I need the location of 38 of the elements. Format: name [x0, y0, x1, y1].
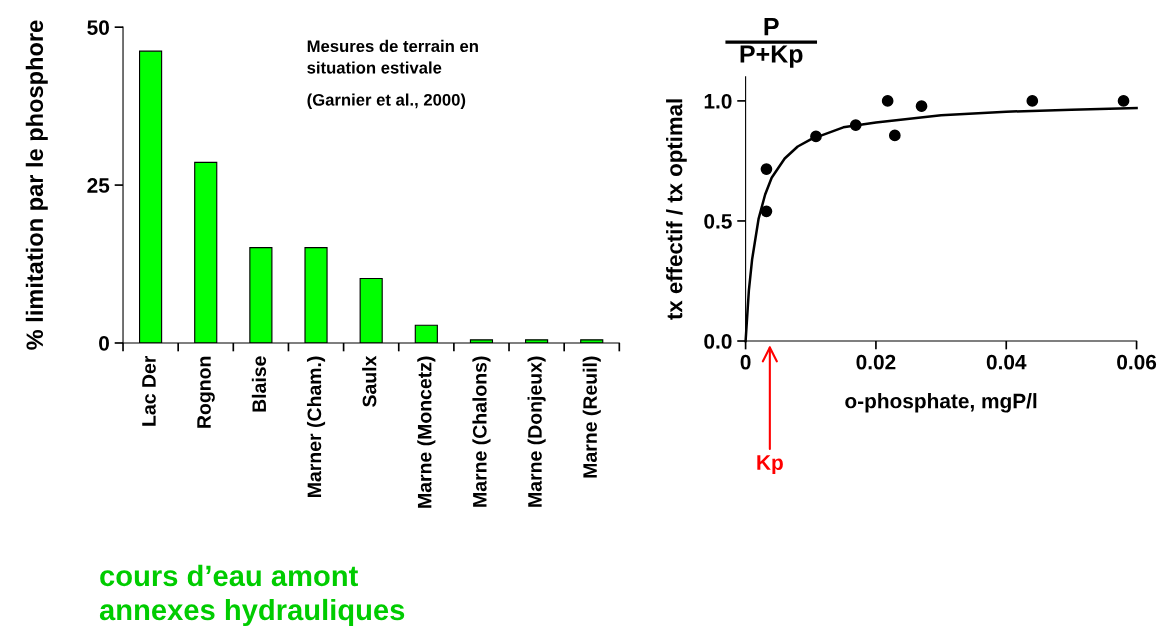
text: P+Kp: [740, 45, 803, 68]
point: [760, 205, 773, 218]
point: [881, 95, 894, 107]
y-tick-label: 0.0: [704, 334, 732, 349]
y-tick-label: 0: [99, 335, 109, 351]
point: [849, 119, 862, 131]
annotation: Mesures de terrain en situation estivale: [307, 39, 478, 74]
x-tick-label: 0.04: [986, 354, 1027, 370]
x-tick-label: 0: [740, 354, 751, 370]
text: Kp: [757, 455, 783, 475]
y-tick-label: 1.0: [704, 93, 732, 109]
x-tick-label: Saulx: [362, 355, 377, 407]
y-tick-label: 0.5: [704, 213, 732, 229]
x-tick-label: Marne (Chalons): [472, 356, 491, 507]
y-tick-label: 50: [87, 20, 109, 35]
x-tick-label: 0.06: [1117, 354, 1157, 370]
x-axis-title: o-phosphate, mgP/l: [845, 393, 1037, 413]
point: [1117, 95, 1130, 107]
annotation: (Garnier et al., 2000): [307, 93, 466, 110]
point: [1026, 95, 1039, 107]
x-tick-label: Marne (Reuil): [582, 356, 601, 478]
text: P: [764, 17, 779, 36]
x-tick-label: Rognon: [197, 356, 215, 428]
text: annexes hydrauliques: [99, 598, 405, 627]
text: cours d’eau amont: [100, 564, 358, 587]
point: [888, 129, 901, 142]
y-axis-title: tx effectif / tx optimal: [666, 99, 687, 320]
x-tick-label: Marne (Donjeux): [527, 356, 546, 507]
x-tick-label: Marne (Moncetz): [417, 356, 436, 508]
y-tick-label: 25: [87, 178, 110, 193]
point: [760, 163, 773, 175]
point: [810, 130, 822, 143]
x-tick-label: Lac Der: [142, 355, 156, 426]
x-tick-label: 0.02: [856, 354, 896, 370]
x-tick-label: Marner (Cham.): [306, 356, 326, 497]
point: [915, 100, 928, 113]
y-axis-title: % limitation par le phosphore: [25, 20, 48, 350]
x-tick-label: Blaise: [251, 356, 267, 412]
